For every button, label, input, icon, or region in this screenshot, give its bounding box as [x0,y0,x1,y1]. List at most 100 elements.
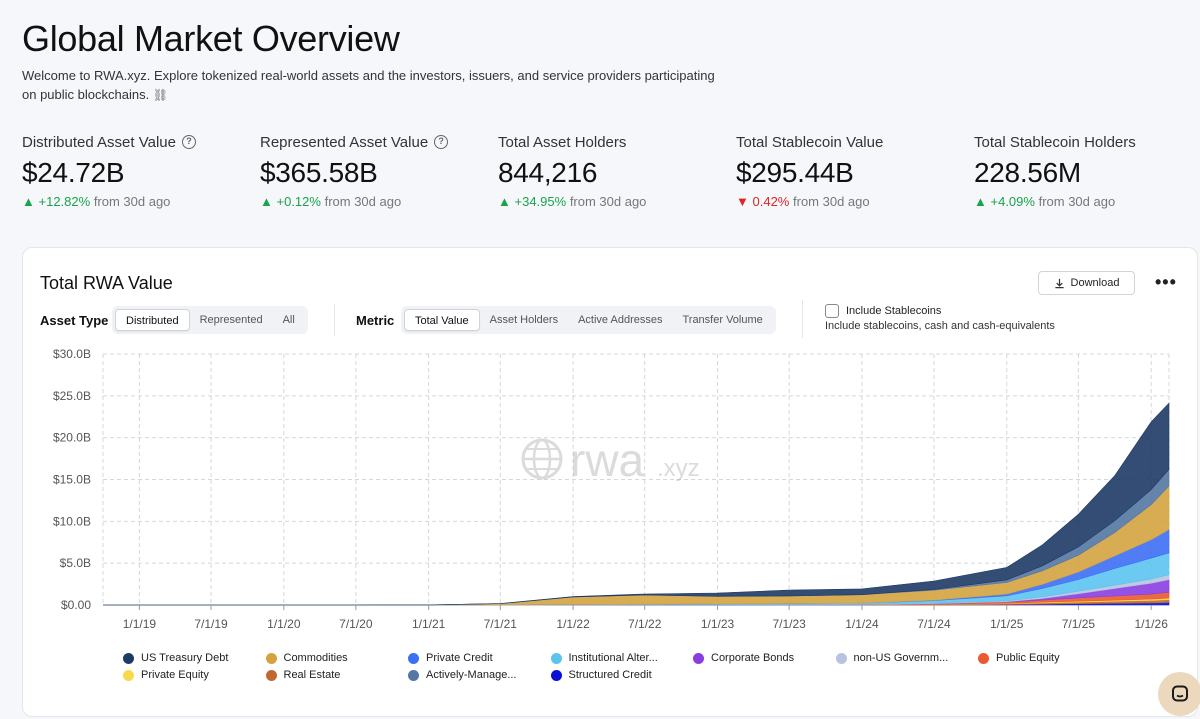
more-options-icon[interactable]: ••• [1155,272,1177,292]
x-tick-label: 1/1/26 [1135,617,1169,631]
y-tick-label: $15.0B [53,473,91,487]
legend-item[interactable]: non-US Governm... [835,652,949,664]
change-suffix: from 30d ago [93,194,171,209]
up-arrow-icon: ▲ [22,194,35,209]
legend-label: Structured Credit [568,669,652,681]
stat-represented-asset-value: Represented Asset Value? $365.58B ▲ +0.1… [260,132,490,209]
subtitle-text: Welcome to RWA.xyz. Explore tokenized re… [22,68,715,102]
legend-label: non-US Governm... [853,652,949,664]
stat-value: $24.72B [22,157,125,188]
x-tick-label: 1/1/21 [412,617,446,631]
legend-dot-icon [693,652,704,664]
asset-type-distributed[interactable]: Distributed [115,309,190,331]
stat-label: Distributed Asset Value [22,133,176,151]
change-suffix: from 30d ago [793,194,870,209]
x-tick-label: 7/1/20 [339,617,373,631]
rwa-chart-card: Total RWA Value Download ••• Asset Type … [22,247,1198,717]
stat-label: Represented Asset Value [260,133,429,151]
chat-button[interactable] [1158,672,1200,716]
legend-item[interactable]: Corporate Bonds [693,652,794,664]
stat-label: Total Stablecoin Holders [974,133,1136,151]
download-icon [1054,278,1064,288]
y-tick-label: $5.0B [60,556,91,570]
legend-item[interactable]: Private Credit [408,652,493,664]
x-tick-label: 7/1/24 [917,617,951,631]
y-tick-label: $20.0B [53,431,91,445]
x-tick-label: 1/1/24 [845,617,879,631]
legend-item[interactable]: Real Estate [265,669,341,681]
help-icon[interactable]: ? [434,135,449,149]
legend-dot-icon [978,652,989,664]
include-stablecoins-label: Include Stablecoins [846,305,942,317]
x-tick-label: 1/1/25 [990,617,1024,631]
legend-item[interactable]: Structured Credit [550,669,652,681]
chart-axes: $0.00 $5.0B $10.0B $15.0B $20.0B $25.0B $30.0B… [53,347,1168,631]
legend-item[interactable]: Institutional Alter... [550,652,658,664]
stat-value: 228.56M [974,157,1081,188]
page-title: Global Market Overview [22,18,400,59]
y-tick-label: $25.0B [53,389,91,403]
up-arrow-icon: ▲ [260,194,273,209]
change-percent: 0.42% [752,194,790,209]
globe-icon [521,438,563,480]
divider [802,300,803,338]
legend-item[interactable]: Private Equity [123,669,209,681]
link-icon[interactable]: ⛓ [152,88,169,102]
area-us-treasury-debt [103,402,1170,606]
stat-change: ▲ +0.12% from 30d ago [260,194,490,209]
legend-dot-icon [835,652,847,664]
change-percent: +4.09% [990,194,1035,209]
stat-distributed-asset-value: Distributed Asset Value? $24.72B ▲ +12.8… [22,132,252,209]
y-tick-label: $0.00 [61,598,91,612]
stat-label: Total Stablecoin Value [736,133,884,151]
legend-dot-icon [123,652,134,664]
legend-label: Private Equity [141,669,209,681]
down-arrow-icon: ▼ [736,194,749,209]
divider [334,304,335,336]
asset-type-label: Asset Type [40,313,109,328]
stat-value: 844,216 [498,157,598,188]
legend-label: Real Estate [283,669,341,681]
y-tick-label: $10.0B [53,514,91,528]
watermark-suffix: .xyz [657,455,700,482]
x-tick-label: 1/1/22 [556,617,590,631]
asset-type-all[interactable]: All [282,314,295,326]
legend-dot-icon [123,669,134,681]
metric-active-addresses[interactable]: Active Addresses [578,314,663,326]
legend-dot-icon [408,669,419,681]
legend-item[interactable]: Commodities [265,652,348,664]
change-percent: +12.82% [38,194,91,209]
metric-transfer-volume[interactable]: Transfer Volume [682,314,763,326]
x-tick-label: 7/1/25 [1062,617,1096,631]
legend-dot-icon [550,652,562,664]
legend-label: Actively-Manage... [426,669,517,681]
change-suffix: from 30d ago [1038,194,1116,209]
legend-item[interactable]: US Treasury Debt [123,652,228,664]
up-arrow-icon: ▲ [498,194,511,209]
stat-value: $365.58B [260,157,378,188]
legend-item[interactable]: Public Equity [978,652,1060,664]
card-title: Total RWA Value [40,273,173,293]
asset-type-represented[interactable]: Represented [199,314,263,326]
x-tick-label: 1/1/23 [701,617,735,631]
help-icon[interactable]: ? [181,135,196,149]
rwa-area-chart: rwa .xyz $0.00 $5.0B $10.0B $15.0B $20.0B $25… [53,347,1170,631]
legend-label: US Treasury Debt [141,652,229,664]
stat-change: ▲ +12.82% from 30d ago [22,194,252,209]
include-stablecoins-checkbox[interactable] [825,304,839,318]
download-button[interactable]: Download [1038,271,1135,295]
area-commodities [103,485,1170,606]
legend-item[interactable]: Actively-Manage... [408,669,516,681]
change-percent: +0.12% [276,194,321,209]
legend-dot-icon [550,669,562,681]
x-tick-label: 7/1/23 [772,617,806,631]
page-subtitle: Welcome to RWA.xyz. Explore tokenized re… [22,66,722,105]
stat-change: ▼ 0.42% from 30d ago [736,194,966,209]
x-tick-label: 1/1/20 [267,617,301,631]
stat-change: ▲ +4.09% from 30d ago [974,194,1200,209]
stat-total-stablecoin-holders: Total Stablecoin Holders 228.56M ▲ +4.09… [974,132,1200,210]
metric-total-value[interactable]: Total Value [404,309,480,331]
stat-value: $295.44B [736,157,854,188]
watermark-brand: rwa [570,434,645,486]
metric-asset-holders[interactable]: Asset Holders [489,314,559,326]
